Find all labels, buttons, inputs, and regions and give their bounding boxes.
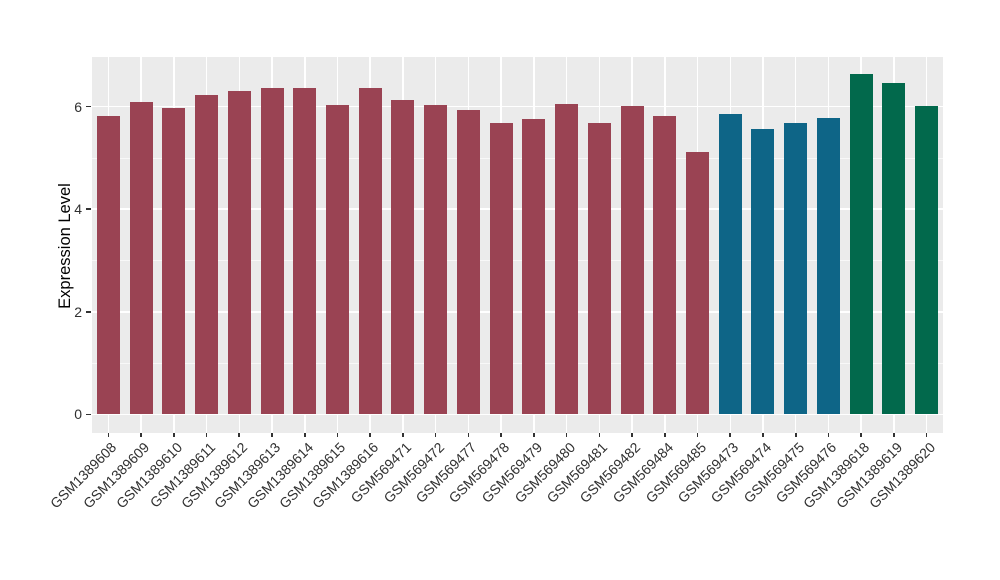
x-tick-mark-GSM1389608 [107,433,110,437]
gridline-major-y6 [92,105,943,108]
y-tick-label-6: 6 [74,98,82,115]
y-tick-label-4: 4 [74,201,82,218]
bar-GSM1389609 [129,102,153,415]
x-tick-mark-GSM569478 [500,433,502,437]
x-tick-mark-GSM1389616 [369,433,371,437]
bar-GSM569479 [522,119,546,415]
x-tick-mark-GSM1389610 [173,433,175,437]
bar-GSM1389615 [325,105,349,415]
bar-GSM569481 [587,123,611,415]
x-tick-mark-GSM569482 [631,433,633,437]
gridline-minor-y5 [92,157,943,159]
bar-GSM1389613 [260,87,284,415]
x-tick-mark-GSM1389618 [860,433,862,437]
y-tick-mark-4 [86,208,91,210]
x-tick-mark-GSM569480 [565,433,568,437]
y-axis-title: Expression Level [56,183,74,309]
bar-GSM1389611 [195,94,219,415]
x-tick-mark-GSM569471 [402,433,404,437]
bar-GSM569471 [391,99,415,415]
bar-GSM569485 [686,151,710,415]
x-tick-mark-GSM569477 [467,433,470,437]
gridline-minor-y1 [92,362,943,364]
x-tick-mark-GSM569479 [533,433,535,437]
y-tick-label-2: 2 [74,303,82,320]
bar-GSM1389619 [882,82,906,415]
bar-GSM569484 [653,115,677,415]
x-tick-mark-GSM569475 [794,433,797,437]
bar-GSM1389612 [227,90,251,415]
x-tick-mark-GSM1389609 [140,433,142,437]
bar-GSM569474 [751,129,775,415]
bar-GSM569478 [489,123,513,415]
x-tick-mark-GSM569484 [663,433,666,437]
bar-GSM569475 [784,122,808,415]
x-tick-mark-GSM1389614 [303,433,306,437]
plot-panel [92,57,943,433]
bar-GSM569472 [424,104,448,415]
x-tick-mark-GSM1389611 [205,433,208,437]
y-tick-mark-6 [86,105,91,108]
x-tick-mark-GSM1389613 [271,433,273,437]
y-tick-mark-0 [86,413,91,416]
x-tick-mark-GSM1389612 [238,433,241,437]
x-tick-mark-GSM569485 [696,433,699,437]
x-tick-mark-GSM569473 [729,433,732,437]
bar-GSM1389608 [96,115,120,415]
x-tick-mark-GSM569472 [434,433,437,437]
x-tick-mark-GSM569481 [598,433,601,437]
y-tick-label-0: 0 [74,406,82,423]
bar-GSM569482 [620,106,644,415]
bar-GSM1389610 [162,107,186,415]
x-tick-mark-GSM569476 [827,433,830,437]
bar-GSM569473 [718,113,742,415]
x-tick-mark-GSM1389615 [336,433,339,437]
x-tick-mark-GSM1389619 [893,433,895,437]
y-tick-mark-2 [86,310,91,313]
gridline-major-y4 [92,208,943,210]
bar-GSM1389614 [293,88,317,415]
x-tick-mark-GSM1389620 [925,433,928,437]
bar-GSM569476 [816,117,840,415]
bar-GSM1389618 [849,73,873,415]
x-tick-mark-GSM569474 [762,433,764,437]
bar-GSM569477 [456,110,480,415]
gridline-minor-y3 [92,260,943,261]
gridline-major-y0 [92,413,943,416]
bar-GSM569480 [555,104,579,415]
bar-GSM1389620 [915,105,939,415]
gridline-major-y2 [92,311,943,313]
bar-GSM1389616 [358,87,382,415]
